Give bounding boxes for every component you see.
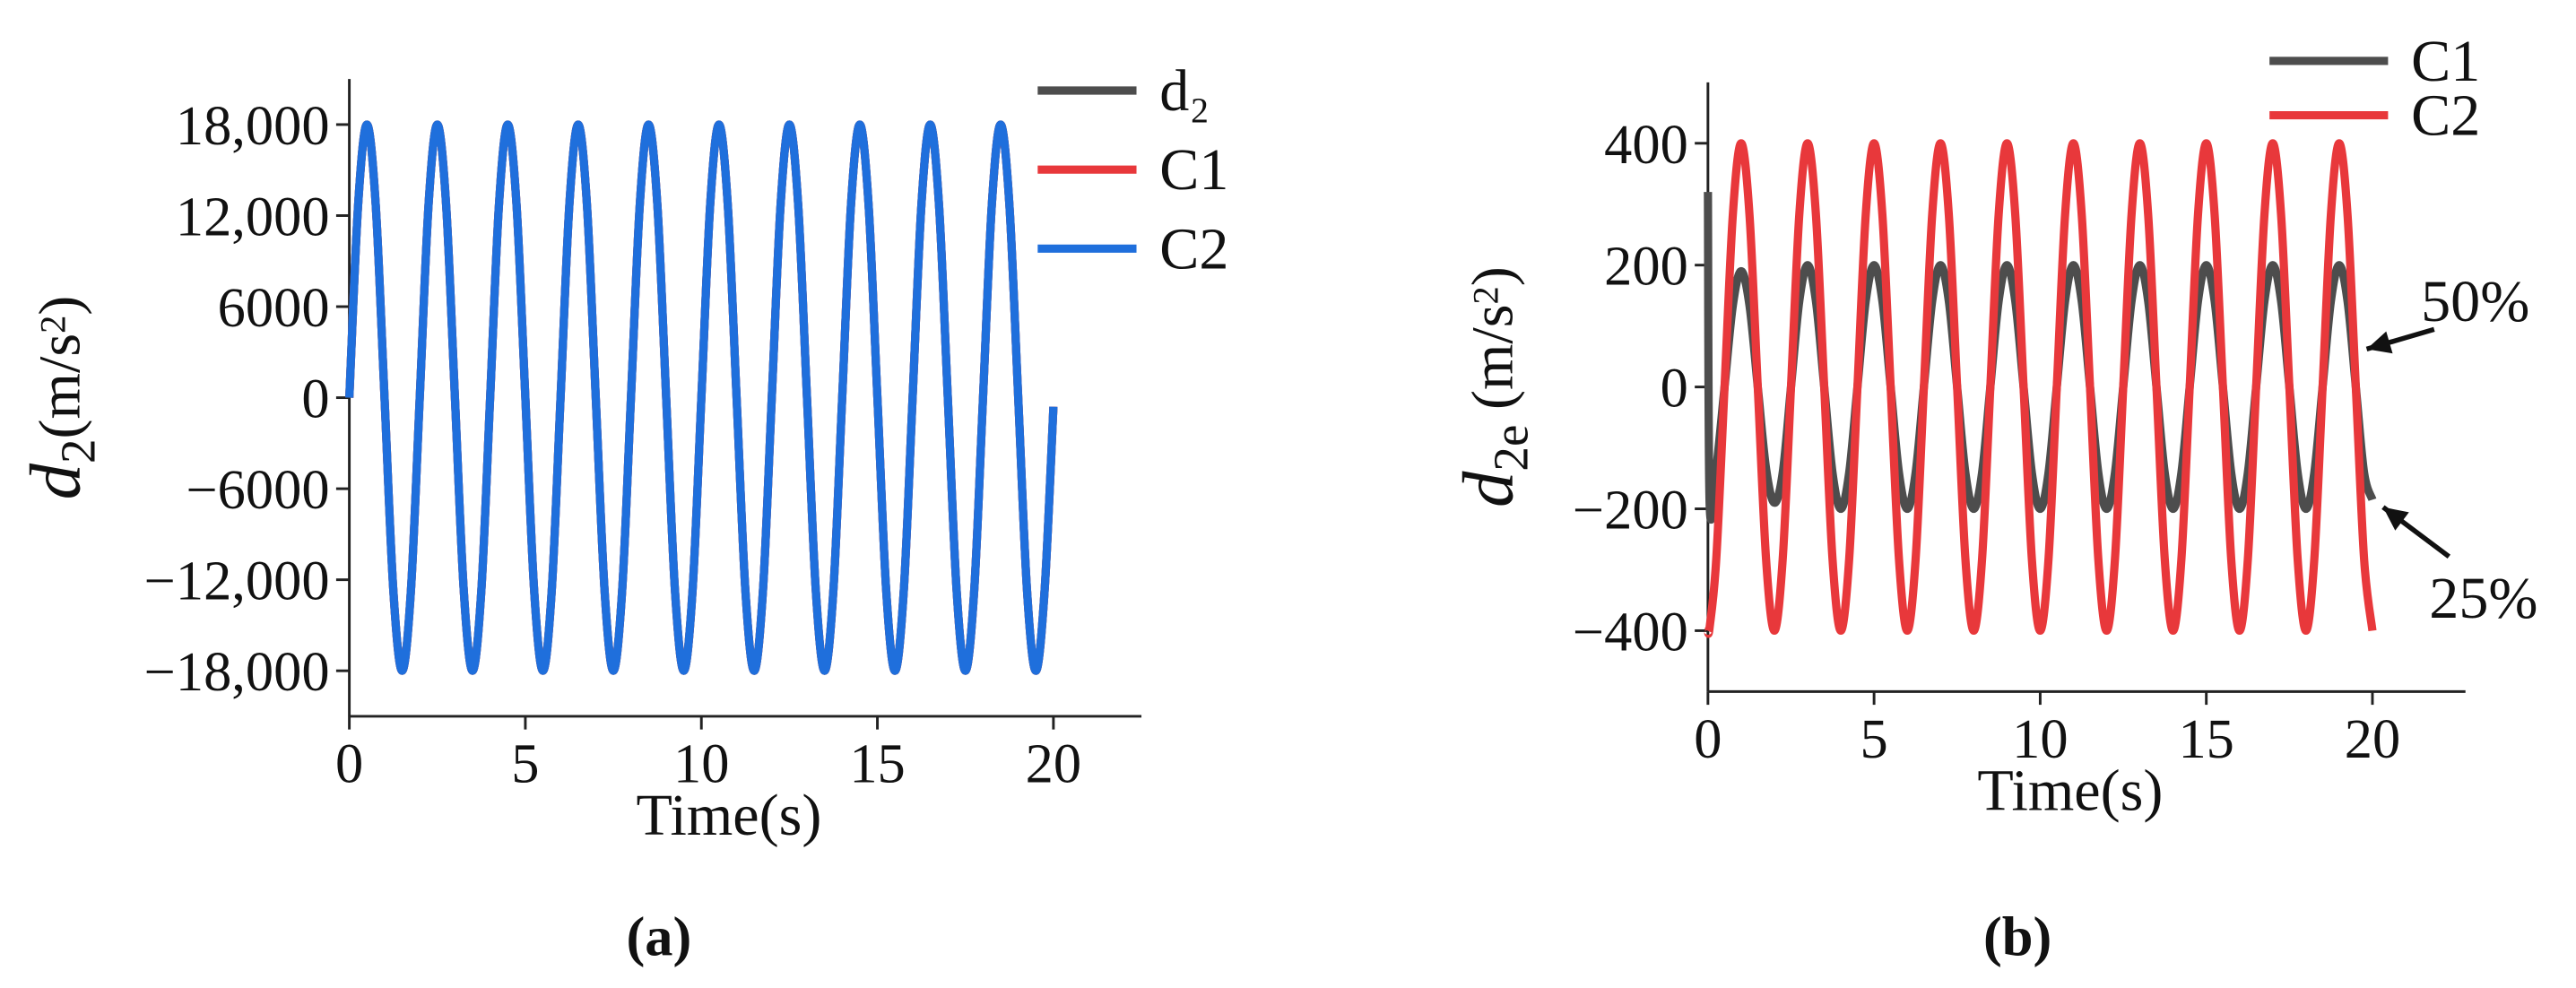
y-tick-label: 400 bbox=[1604, 113, 1688, 176]
annotation: 50% bbox=[2421, 269, 2529, 334]
x-tick-label: 5 bbox=[1860, 707, 1888, 770]
x-tick-label: 15 bbox=[849, 732, 905, 794]
legend-label: C1 bbox=[1159, 137, 1228, 203]
y-tick-label: 18,000 bbox=[176, 94, 330, 157]
y-axis-title-part: (m/s bbox=[27, 334, 92, 439]
chart-panel: −18,000 −12,000 −6000 0 6000 12,000 18,000 0 5 10… bbox=[15, 58, 1228, 967]
annotation-arrowhead bbox=[2366, 331, 2393, 354]
y-tick-label: 0 bbox=[1661, 357, 1688, 420]
caption: (a) bbox=[626, 905, 691, 967]
x-tick-label: 10 bbox=[673, 732, 729, 794]
y-axis-title: d2e (m/s2) bbox=[1448, 266, 1538, 507]
legend-label: C1 bbox=[2411, 29, 2480, 94]
y-axis-title: d2(m/s2) bbox=[15, 296, 104, 500]
y-tick-label: −400 bbox=[1573, 600, 1688, 663]
y-axis-title-part: d bbox=[15, 463, 95, 499]
y-tick-label: 0 bbox=[301, 368, 329, 430]
annotation-arrowhead bbox=[2382, 507, 2409, 531]
y-tick-label: 200 bbox=[1604, 235, 1688, 298]
y-tick-label: −12,000 bbox=[144, 550, 330, 612]
y-axis-title-part: ) bbox=[1460, 266, 1525, 286]
legend-label: C2 bbox=[1159, 216, 1228, 282]
caption: (b) bbox=[1983, 905, 2051, 967]
x-axis-title: Time(s) bbox=[636, 783, 821, 848]
x-axis-title: Time(s) bbox=[1977, 758, 2163, 824]
legend-label: d₂ bbox=[1159, 58, 1210, 124]
y-axis-title-part: (m/s bbox=[1460, 304, 1525, 424]
x-tick-label: 0 bbox=[335, 732, 363, 794]
line-series bbox=[1704, 139, 2377, 638]
chart-panel: −400 −200 0 200 400 0 5 10 15 20 Time(s) d2e (m/s2)… bbox=[1448, 29, 2537, 967]
y-axis-title-part: 2 bbox=[50, 438, 105, 464]
y-axis-title-part: ) bbox=[27, 296, 92, 316]
y-tick-label: −200 bbox=[1573, 479, 1688, 542]
y-axis-title-part: 2 bbox=[1465, 286, 1505, 304]
y-axis-title-part: 2e bbox=[1483, 425, 1538, 472]
legend-label: C2 bbox=[2411, 83, 2480, 149]
x-tick-label: 20 bbox=[1026, 732, 1081, 794]
y-tick-label: −6000 bbox=[186, 458, 329, 521]
y-tick-label: 6000 bbox=[218, 276, 330, 339]
y-tick-label: −18,000 bbox=[144, 640, 330, 703]
y-tick-label: 12,000 bbox=[176, 186, 330, 248]
x-tick-label: 20 bbox=[2345, 707, 2400, 770]
x-tick-label: 5 bbox=[511, 732, 539, 794]
x-tick-label: 15 bbox=[2178, 707, 2233, 770]
x-tick-label: 10 bbox=[2012, 707, 2068, 770]
y-axis-title-part: d bbox=[1448, 471, 1528, 507]
line-series bbox=[345, 120, 1058, 675]
y-axis-title-part: 2 bbox=[32, 316, 73, 334]
annotation: 25% bbox=[2429, 566, 2537, 631]
x-tick-label: 0 bbox=[1694, 707, 1722, 770]
line-series bbox=[1704, 192, 2377, 524]
